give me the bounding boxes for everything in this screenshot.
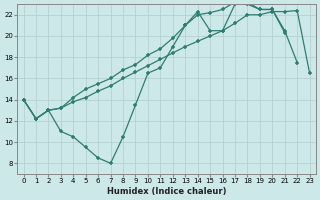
X-axis label: Humidex (Indice chaleur): Humidex (Indice chaleur)	[107, 187, 226, 196]
